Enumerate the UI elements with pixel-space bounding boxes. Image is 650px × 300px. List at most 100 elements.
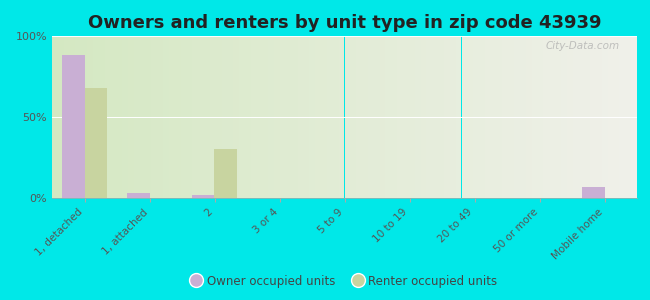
Bar bbox=[216, 36, 222, 198]
Bar bbox=[233, 36, 239, 198]
Bar bbox=[479, 36, 485, 198]
Title: Owners and renters by unit type in zip code 43939: Owners and renters by unit type in zip c… bbox=[88, 14, 601, 32]
Bar bbox=[84, 88, 107, 198]
Bar bbox=[520, 36, 526, 198]
Bar bbox=[450, 36, 456, 198]
Bar bbox=[467, 36, 473, 198]
Bar bbox=[198, 36, 204, 198]
Bar bbox=[75, 36, 81, 198]
Bar bbox=[625, 36, 631, 198]
Bar bbox=[99, 36, 105, 198]
Bar bbox=[397, 36, 403, 198]
Bar bbox=[81, 36, 87, 198]
Bar bbox=[374, 36, 380, 198]
Bar bbox=[514, 36, 520, 198]
Bar bbox=[263, 36, 268, 198]
Bar bbox=[350, 36, 356, 198]
Bar bbox=[210, 36, 216, 198]
Bar bbox=[304, 36, 309, 198]
Bar bbox=[146, 36, 151, 198]
Bar bbox=[432, 36, 438, 198]
Bar bbox=[52, 36, 58, 198]
Bar bbox=[122, 36, 128, 198]
Bar bbox=[549, 36, 555, 198]
Bar bbox=[111, 36, 116, 198]
Bar bbox=[157, 36, 163, 198]
Bar bbox=[590, 36, 596, 198]
Bar bbox=[298, 36, 304, 198]
Bar bbox=[128, 36, 134, 198]
Bar bbox=[543, 36, 549, 198]
Bar bbox=[151, 36, 157, 198]
Bar bbox=[214, 149, 237, 198]
Bar bbox=[426, 36, 432, 198]
Bar bbox=[508, 36, 514, 198]
Bar bbox=[391, 36, 397, 198]
Bar bbox=[222, 36, 227, 198]
Bar bbox=[274, 36, 280, 198]
Legend: Owner occupied units, Renter occupied units: Owner occupied units, Renter occupied un… bbox=[187, 270, 502, 292]
Bar bbox=[608, 36, 614, 198]
Bar bbox=[415, 36, 421, 198]
Bar bbox=[438, 36, 444, 198]
Bar bbox=[555, 36, 561, 198]
Bar bbox=[526, 36, 532, 198]
Bar bbox=[239, 36, 245, 198]
Bar bbox=[163, 36, 169, 198]
Bar bbox=[602, 36, 608, 198]
Bar bbox=[578, 36, 584, 198]
Bar bbox=[280, 36, 286, 198]
Bar bbox=[257, 36, 263, 198]
Bar bbox=[462, 36, 467, 198]
Bar bbox=[502, 36, 508, 198]
Bar bbox=[561, 36, 567, 198]
Bar bbox=[62, 56, 84, 198]
Bar bbox=[385, 36, 391, 198]
Bar bbox=[268, 36, 274, 198]
Bar bbox=[356, 36, 362, 198]
Bar bbox=[497, 36, 502, 198]
Bar bbox=[251, 36, 257, 198]
Bar bbox=[444, 36, 450, 198]
Bar bbox=[333, 36, 339, 198]
Bar bbox=[192, 36, 198, 198]
Bar bbox=[204, 36, 210, 198]
Bar bbox=[491, 36, 497, 198]
Bar bbox=[187, 36, 192, 198]
Bar bbox=[321, 36, 327, 198]
Bar bbox=[339, 36, 345, 198]
Bar bbox=[380, 36, 385, 198]
Bar bbox=[169, 36, 175, 198]
Bar bbox=[409, 36, 415, 198]
Bar bbox=[70, 36, 75, 198]
Bar bbox=[567, 36, 573, 198]
Bar bbox=[181, 36, 187, 198]
Bar bbox=[538, 36, 543, 198]
Bar bbox=[421, 36, 426, 198]
Bar bbox=[473, 36, 479, 198]
Bar bbox=[532, 36, 538, 198]
Bar bbox=[362, 36, 368, 198]
Bar bbox=[614, 36, 619, 198]
Bar bbox=[619, 36, 625, 198]
Bar bbox=[87, 36, 93, 198]
Bar bbox=[105, 36, 111, 198]
Bar bbox=[64, 36, 70, 198]
Bar bbox=[227, 36, 233, 198]
Text: City-Data.com: City-Data.com bbox=[545, 41, 619, 51]
Bar bbox=[584, 36, 590, 198]
Bar bbox=[309, 36, 315, 198]
Bar bbox=[485, 36, 491, 198]
Bar bbox=[573, 36, 578, 198]
Bar bbox=[93, 36, 99, 198]
Bar bbox=[286, 36, 292, 198]
Bar bbox=[175, 36, 181, 198]
Bar bbox=[596, 36, 602, 198]
Bar bbox=[140, 36, 146, 198]
Bar bbox=[292, 36, 298, 198]
Bar bbox=[631, 36, 637, 198]
Bar bbox=[58, 36, 64, 198]
Bar bbox=[456, 36, 462, 198]
Bar bbox=[344, 36, 350, 198]
Bar bbox=[192, 195, 215, 198]
